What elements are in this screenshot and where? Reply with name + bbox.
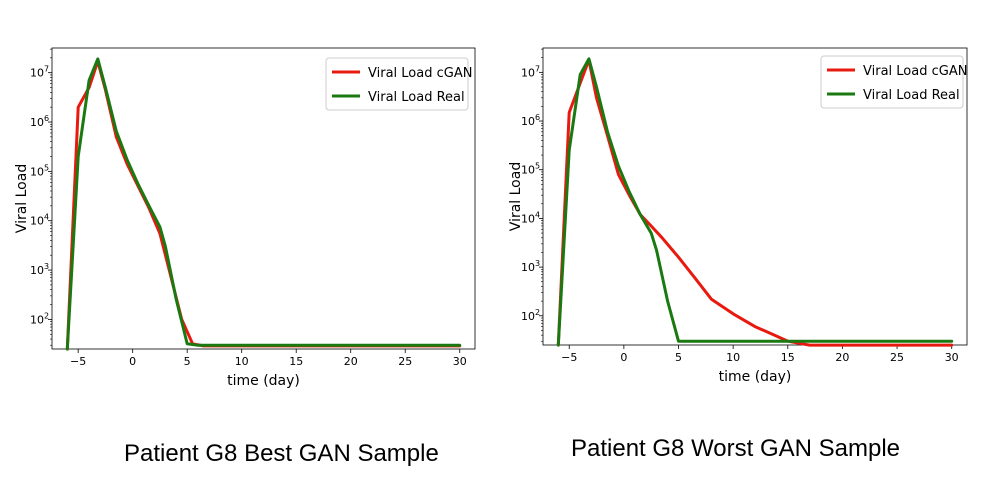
x-tick-label: 20 (344, 355, 358, 368)
series-line-1 (556, 57, 954, 347)
caption-worst: Patient G8 Worst GAN Sample (571, 435, 901, 462)
x-tick-label: 30 (945, 351, 959, 364)
plot-frame (542, 47, 968, 346)
x-tick-label: 15 (289, 355, 303, 368)
legend: Viral Load cGAN Viral Load Real (325, 57, 472, 111)
x-tick-label: −5 (70, 355, 86, 368)
y-tick-label: 107 (30, 65, 49, 80)
x-tick-label: 0 (129, 355, 136, 368)
x-tick-label: 15 (781, 351, 795, 364)
x-tick-label: 10 (726, 351, 740, 364)
x-tick-label: −5 (561, 351, 577, 364)
x-tick-label: 25 (890, 351, 904, 364)
y-tick-label: 104 (521, 210, 540, 225)
legend-label-1: Viral Load Real (863, 88, 960, 103)
y-axis-title: Viral Load (508, 162, 524, 231)
legend-label-0: Viral Load cGAN (368, 66, 472, 81)
y-tick-label: 104 (30, 213, 49, 228)
x-axis-title: time (day) (719, 369, 792, 385)
x-tick-label: 0 (620, 351, 627, 364)
y-tick-label: 102 (30, 311, 49, 326)
x-tick-label: 10 (235, 355, 249, 368)
series-line-1 (65, 57, 462, 351)
chart-panel-1: −5 0 5 10 15 20 25 30 102 103 104 105 106 107 Viral Lo… (508, 47, 968, 385)
x-tick-label: 30 (453, 355, 467, 368)
series-line-0 (556, 58, 954, 347)
x-axis-title: time (day) (227, 373, 300, 389)
y-axis-title: Viral Load (14, 164, 30, 233)
legend-box (820, 55, 964, 109)
x-tick-label: 25 (398, 355, 412, 368)
y-tick-label: 106 (30, 114, 49, 129)
chart-panel-0: −5 0 5 10 15 20 25 30 102 103 104 105 106 107 Viral Lo… (14, 47, 476, 389)
x-tick-label: 20 (835, 351, 849, 364)
y-tick-label: 107 (521, 64, 540, 79)
legend-label-0: Viral Load cGAN (863, 64, 967, 79)
y-tick-label: 103 (521, 259, 540, 274)
y-tick-label: 105 (30, 163, 49, 178)
y-tick-label: 102 (521, 308, 540, 323)
y-tick-label: 103 (30, 262, 49, 277)
x-tick-label: 5 (675, 351, 682, 364)
x-tick-label: 5 (184, 355, 191, 368)
legend-label-1: Viral Load Real (368, 90, 465, 105)
caption-best: Patient G8 Best GAN Sample (124, 440, 439, 467)
legend-box (325, 57, 469, 111)
plot-frame (51, 47, 476, 350)
y-tick-label: 106 (521, 113, 540, 128)
y-tick-label: 105 (521, 162, 540, 177)
legend: Viral Load cGAN Viral Load Real (820, 55, 967, 109)
